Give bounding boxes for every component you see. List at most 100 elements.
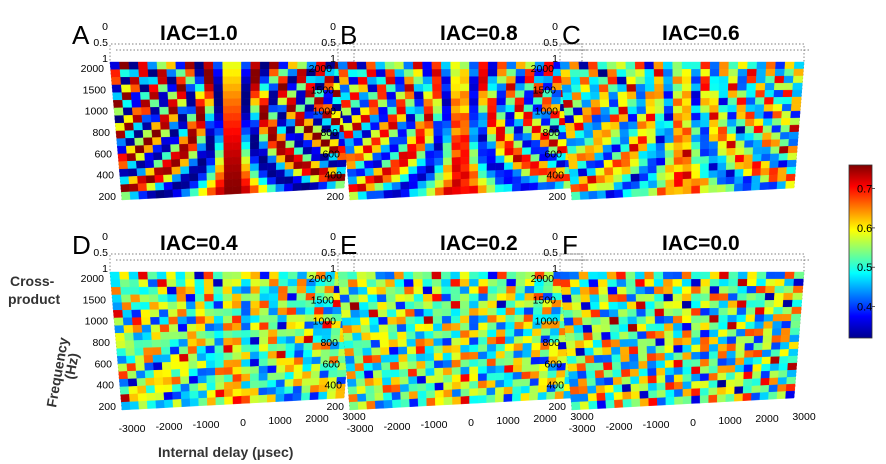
surface-cell — [148, 294, 159, 303]
surface-cell — [745, 111, 756, 120]
surface-cell — [506, 286, 517, 294]
surface-cell — [275, 386, 285, 395]
surface-cell — [150, 316, 161, 326]
surface-cell — [515, 293, 526, 301]
surface-cell — [653, 279, 664, 287]
surface-cell — [168, 316, 179, 325]
surface-cell — [294, 335, 305, 344]
surface-cell — [540, 328, 551, 337]
surface-cell — [580, 84, 591, 93]
surface-cell — [241, 98, 251, 107]
surface-cell — [223, 120, 233, 129]
surface-cell — [533, 75, 544, 84]
surface-cell — [178, 331, 188, 340]
surface-cell — [443, 389, 453, 398]
surface-cell — [138, 69, 149, 78]
surface-cell — [377, 309, 388, 318]
surface-cell — [626, 286, 637, 295]
surface-cell — [357, 76, 368, 86]
surface-cell — [771, 342, 781, 351]
surface-cell — [656, 179, 667, 189]
surface-cell — [487, 61, 498, 70]
surface-cell — [163, 174, 173, 183]
surface-cell — [214, 113, 224, 122]
surface-cell — [398, 361, 409, 370]
surface-cell — [388, 331, 399, 341]
surface-cell — [785, 390, 795, 399]
surface-cell — [398, 144, 408, 153]
surface-cell — [734, 161, 745, 170]
surface-cell — [726, 365, 736, 374]
surface-cell — [566, 348, 577, 357]
surface-cell — [284, 379, 294, 388]
surface-cell — [554, 181, 565, 190]
surface-cell — [450, 301, 461, 310]
y-tick-label: 200 — [548, 191, 566, 203]
surface-cell — [424, 143, 435, 152]
surface-cell — [560, 69, 571, 78]
surface-cell — [442, 337, 452, 347]
surface-cell — [791, 306, 802, 315]
surface-cell — [369, 317, 380, 326]
surface-cell — [363, 152, 374, 162]
surface-cell — [214, 352, 225, 361]
surface-cell — [206, 367, 216, 376]
surface-cell — [691, 308, 701, 317]
surface-cell — [682, 105, 692, 114]
surface-cell — [267, 372, 277, 381]
surface-cell — [477, 177, 488, 187]
surface-cell — [691, 337, 701, 346]
surface-cell — [195, 98, 206, 107]
surface-cell — [605, 399, 615, 409]
surface-cell — [520, 182, 530, 192]
surface-cell — [396, 114, 407, 123]
surface-cell — [348, 286, 359, 296]
surface-cell — [397, 136, 408, 145]
surface-cell — [514, 307, 525, 316]
surface-cell — [530, 371, 540, 380]
surface-cell — [734, 379, 744, 388]
surface-cell — [469, 163, 479, 172]
surface-cell — [495, 155, 505, 164]
surface-cell — [478, 127, 488, 136]
surface-cell — [674, 389, 684, 398]
surface-cell — [375, 271, 386, 280]
surface-cell — [197, 382, 208, 392]
surface-cell — [742, 392, 752, 402]
surface-cell — [360, 114, 371, 124]
surface-cell — [135, 160, 146, 169]
surface-cell — [765, 61, 777, 70]
surface-cell — [530, 161, 540, 170]
surface-cell — [646, 353, 657, 362]
surface-cell — [268, 307, 279, 316]
surface-cell — [433, 330, 443, 339]
surface-cell — [137, 175, 147, 185]
surface-cell — [787, 355, 798, 364]
surface-cell — [531, 335, 542, 344]
surface-cell — [478, 315, 488, 324]
surface-cell — [737, 61, 748, 70]
surface-cell — [708, 372, 718, 382]
surface-cell — [157, 294, 169, 303]
surface-cell — [512, 154, 523, 163]
z-tick-label: 1 — [552, 263, 558, 275]
surface-cell — [278, 76, 289, 84]
surface-cell — [397, 129, 408, 138]
surface-cell — [417, 188, 428, 197]
surface-cell — [363, 370, 374, 379]
surface-cell — [205, 360, 216, 369]
surface-cell — [460, 344, 470, 353]
surface-cell — [575, 145, 586, 154]
surface-cell — [432, 301, 443, 310]
surface-cell — [717, 148, 728, 157]
surface-cell — [579, 279, 590, 288]
surface-cell — [593, 354, 604, 364]
surface-cell — [423, 91, 434, 100]
surface-cell — [310, 370, 321, 379]
surface-cell — [628, 338, 639, 348]
surface-cell — [336, 159, 347, 168]
surface-cell — [578, 385, 589, 395]
surface-cell — [355, 378, 366, 387]
surface-cell — [357, 279, 368, 288]
surface-cell — [128, 271, 139, 280]
